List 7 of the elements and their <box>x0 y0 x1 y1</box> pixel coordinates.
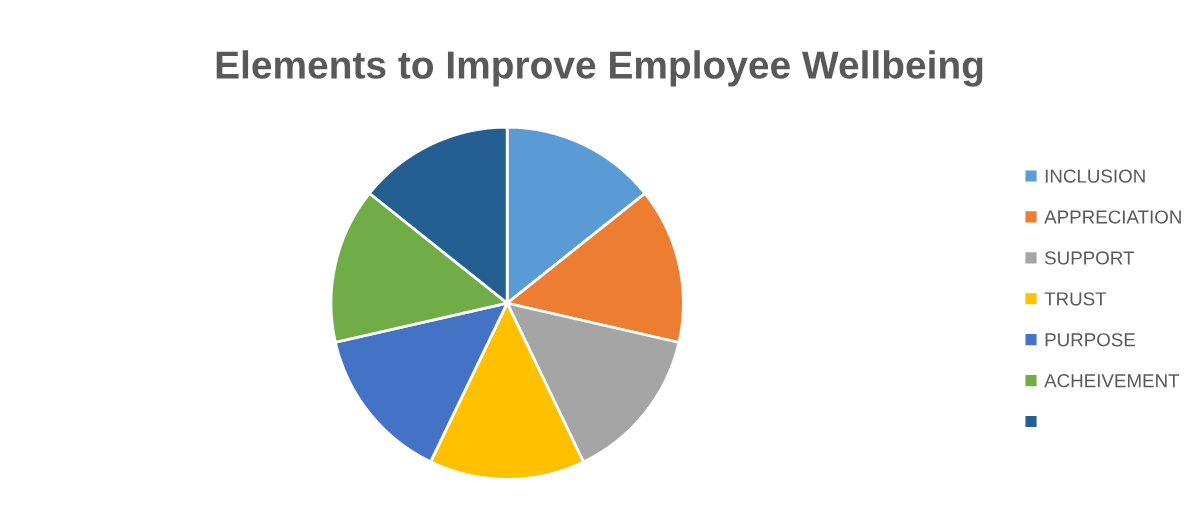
legend-label: ACHEIVEMENT <box>1044 374 1180 388</box>
legend-label: INCLUSION <box>1045 169 1145 183</box>
legend-label: APPRECIATION <box>1044 210 1181 224</box>
legend-label: PURPOSE <box>1045 333 1136 347</box>
chart-title: Elements to Improve Employee Wellbeing <box>216 50 983 87</box>
legend-label: SUPPORT <box>1044 251 1135 265</box>
legend-label: TRUST <box>1044 292 1107 306</box>
